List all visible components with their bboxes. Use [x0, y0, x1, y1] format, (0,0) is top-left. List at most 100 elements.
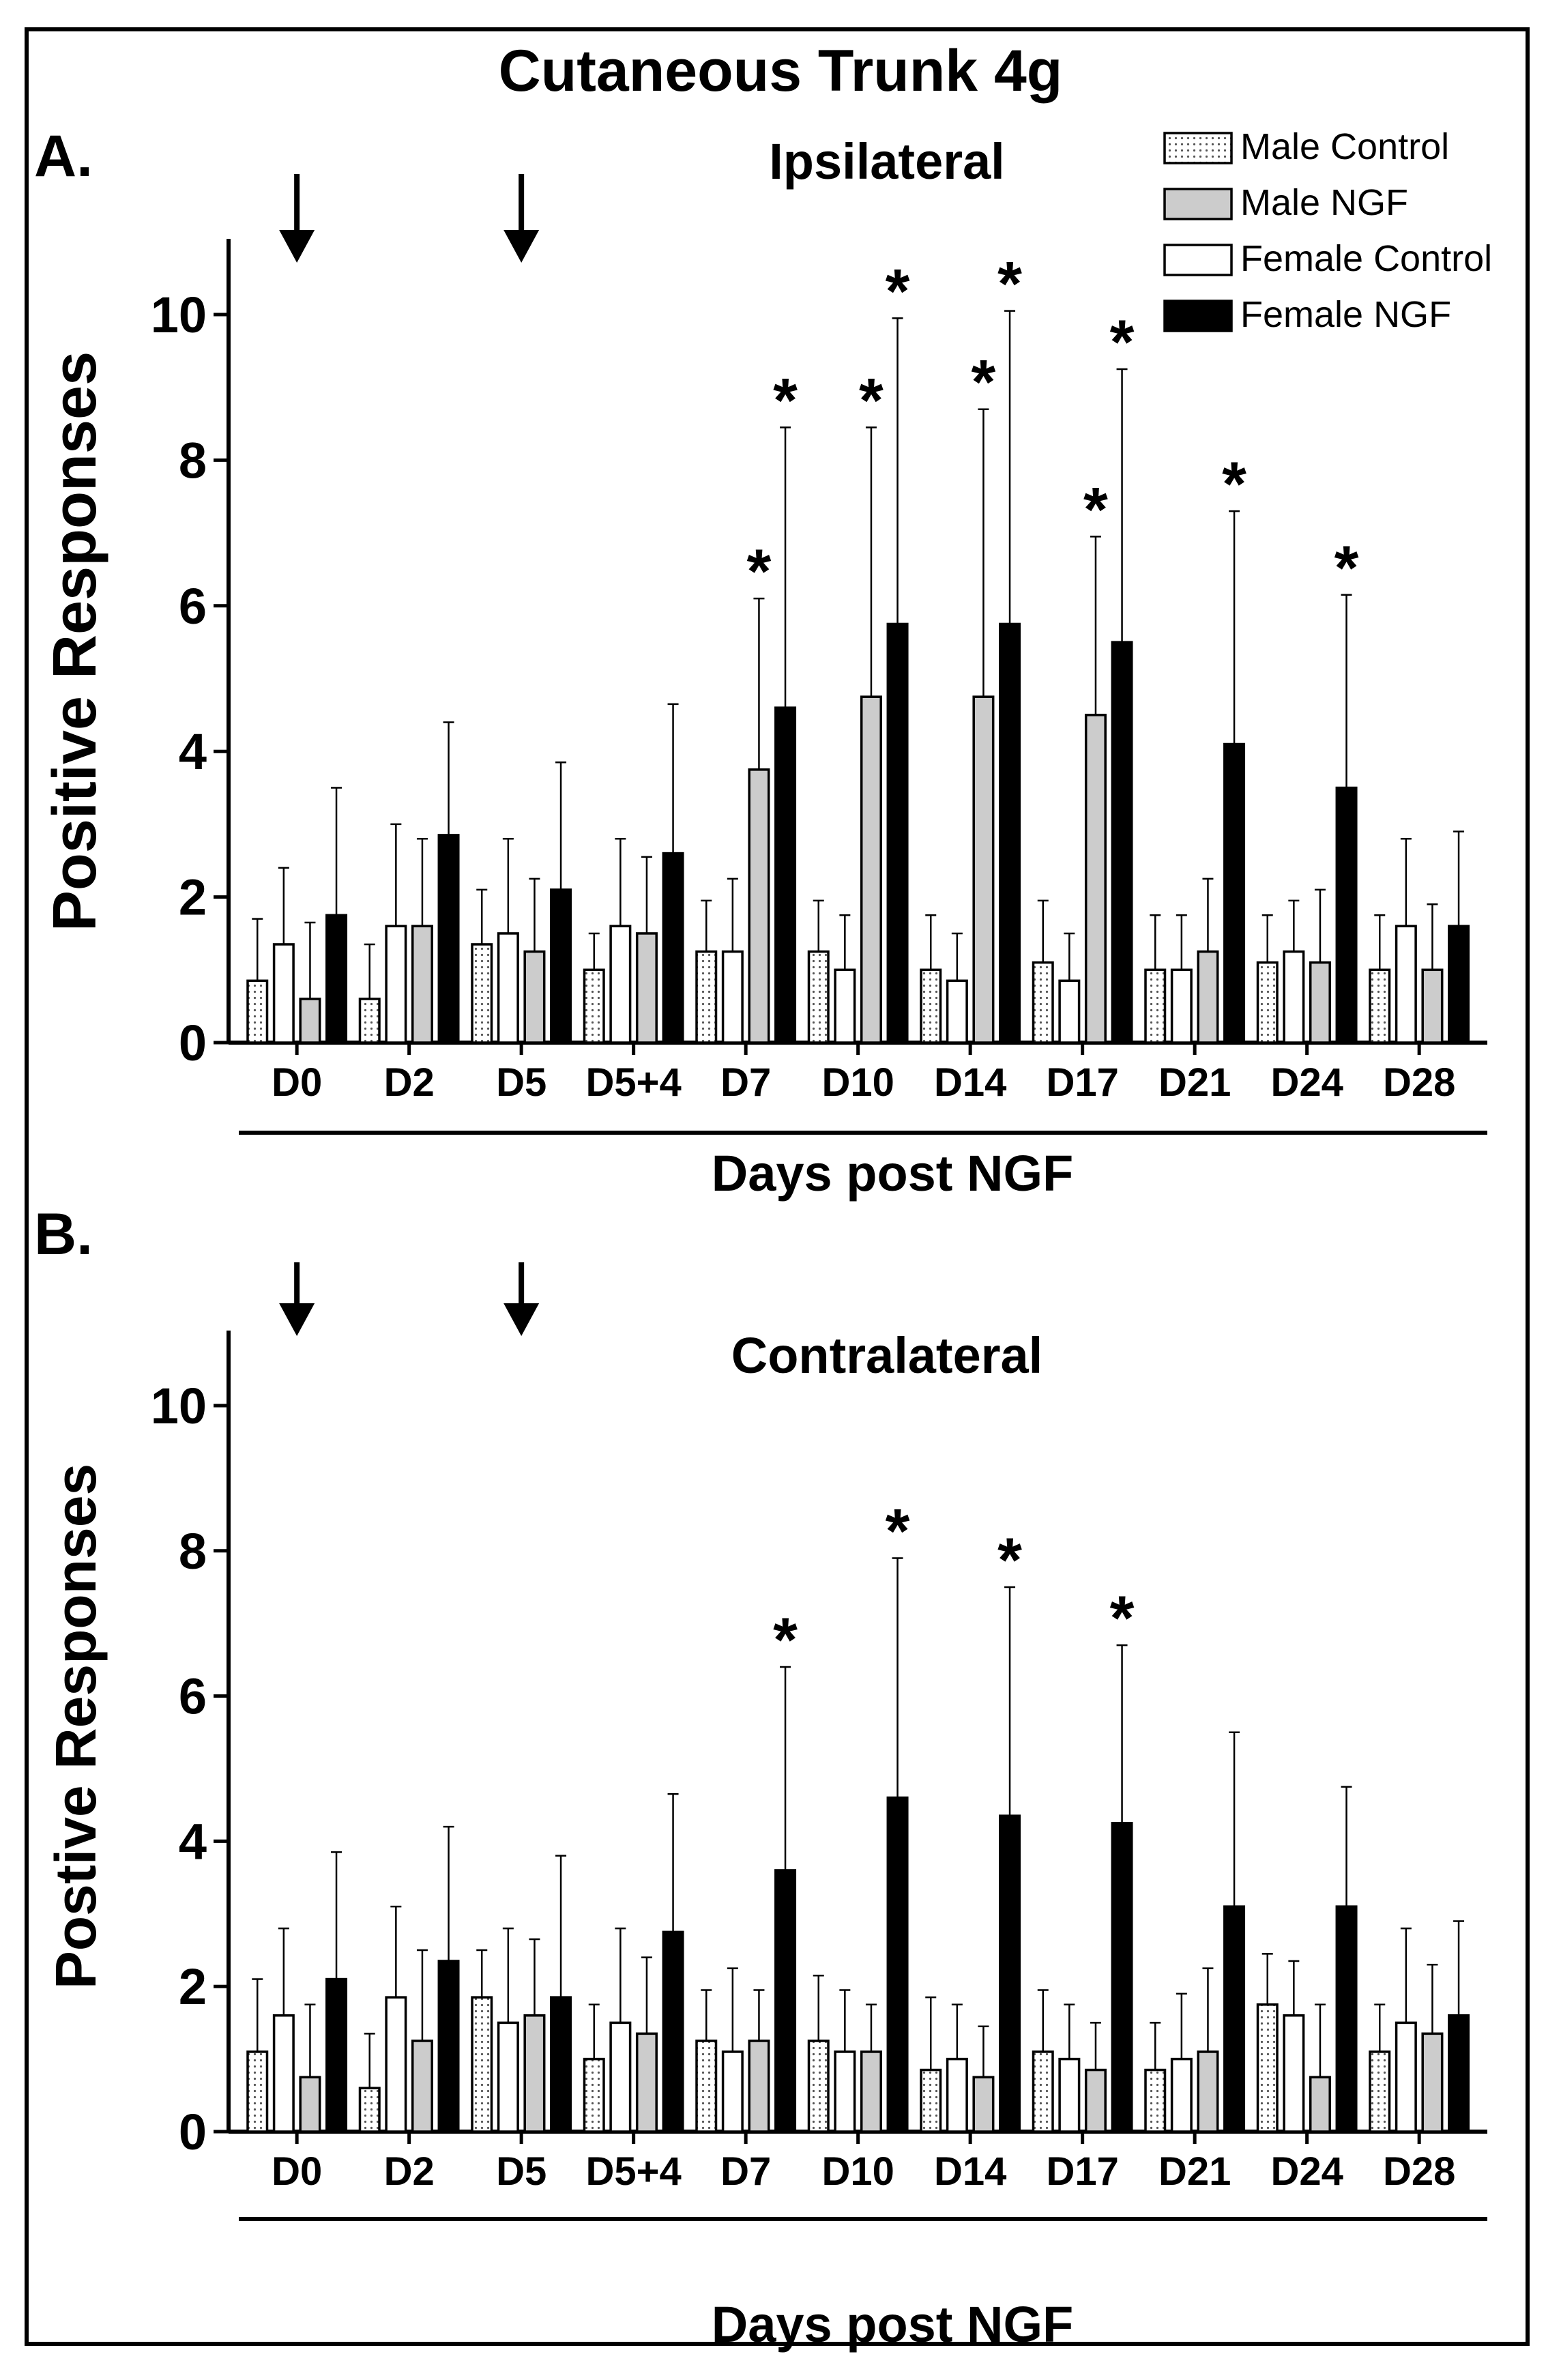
bar-ipsi-male-ngf-d5-4: [635, 932, 658, 1044]
bar-ipsi-female-control-d28: [1395, 925, 1417, 1044]
y-tick-label-ipsi-10: 10: [151, 287, 207, 343]
bar-ipsi-female-control-d5: [497, 932, 519, 1044]
x-tick-label-ipsi-d28: D28: [1383, 1060, 1455, 1105]
bar-ipsi-male-control-d28: [1369, 968, 1391, 1044]
bar-ipsi-female-ngf-d7: [774, 706, 797, 1044]
bar-contra-male-ngf-d5: [523, 2014, 546, 2133]
bar-contra-female-control-d5: [497, 2021, 519, 2133]
bar-ipsi-male-control-d7: [695, 950, 718, 1044]
x-axis-label-contra: Days post NGF: [712, 2296, 1073, 2353]
y-tick-label-ipsi-0: 0: [179, 1015, 207, 1071]
bar-contra-male-ngf-d5-4: [635, 2032, 658, 2133]
y-axis-label-contra: Postive Responses: [44, 1464, 108, 1989]
bar-ipsi-female-control-d17: [1058, 979, 1081, 1044]
y-tick-label-ipsi-6: 6: [179, 578, 207, 635]
bar-ipsi-female-ngf-d10: [886, 622, 909, 1044]
bar-ipsi-male-ngf-d10: [860, 695, 882, 1044]
x-tick-label-contra-d7: D7: [720, 2149, 771, 2194]
bar-ipsi-male-control-d5-4: [583, 968, 605, 1044]
bar-contra-female-ngf-d5: [550, 1996, 572, 2133]
bar-ipsi-female-ngf-d14: [999, 622, 1021, 1044]
bar-ipsi-female-control-d10: [834, 968, 856, 1044]
bar-ipsi-female-ngf-d2: [437, 834, 460, 1044]
legend-swatch-male-control: [1163, 132, 1233, 164]
bar-contra-female-control-d2: [385, 1996, 407, 2133]
x-tick-label-ipsi-d24: D24: [1270, 1060, 1343, 1105]
x-tick-label-ipsi-d2: D2: [384, 1060, 435, 1105]
bar-ipsi-male-ngf-d0: [299, 998, 321, 1044]
legend-label-female-ngf: Female NGF: [1240, 294, 1451, 335]
bar-contra-male-ngf-d24: [1309, 2076, 1331, 2133]
y-tick-label-contra-2: 2: [179, 1958, 207, 2015]
x-tick-label-ipsi-d14: D14: [934, 1060, 1006, 1105]
y-axis-label-ipsi: Positive Responses: [41, 351, 109, 931]
significance-star-ipsi-male-ngf-d14: *: [972, 348, 996, 418]
bar-ipsi-female-control-d7: [721, 950, 744, 1044]
significance-star-ipsi-female-ngf-d24: *: [1334, 534, 1359, 603]
bar-contra-male-control-d14: [920, 2068, 942, 2133]
chart-title-ipsi: Ipsilateral: [769, 133, 1005, 190]
arrow-down-icon-contra-d5: [504, 1303, 540, 1336]
bar-ipsi-female-control-d0: [272, 943, 295, 1044]
x-tick-label-contra-d10: D10: [821, 2149, 894, 2194]
bar-ipsi-male-control-d17: [1032, 961, 1054, 1044]
y-tick-label-ipsi-4: 4: [179, 723, 207, 780]
x-tick-label-contra-d17: D17: [1046, 2149, 1118, 2194]
x-tick-label-ipsi-d5-4: D5+4: [586, 1060, 682, 1105]
arrow-down-icon-ipsi-d0: [279, 230, 315, 263]
bar-ipsi-male-control-d5: [471, 943, 493, 1044]
arrow-down-icon-ipsi-d5: [504, 230, 540, 263]
bar-ipsi-male-ngf-d28: [1421, 968, 1444, 1044]
legend-label-male-ngf: Male NGF: [1240, 182, 1408, 223]
bar-contra-female-control-d14: [946, 2057, 968, 2133]
significance-star-ipsi-male-ngf-d7: *: [747, 537, 772, 607]
x-tick-label-ipsi-d5: D5: [496, 1060, 546, 1105]
figure-frame: [25, 27, 1530, 2346]
significance-star-ipsi-female-ngf-d17: *: [1110, 308, 1135, 377]
significance-star-ipsi-female-ngf-d21: *: [1222, 450, 1246, 519]
x-tick-label-contra-d14: D14: [934, 2149, 1006, 2194]
bar-ipsi-male-control-d2: [358, 998, 381, 1044]
bar-ipsi-female-ngf-d21: [1223, 742, 1246, 1044]
bar-contra-female-ngf-d17: [1111, 1822, 1133, 2133]
significance-star-contra-female-ngf-d17: *: [1110, 1584, 1135, 1653]
bar-contra-female-ngf-d7: [774, 1869, 797, 2133]
bar-contra-male-ngf-d0: [299, 2076, 321, 2133]
bar-contra-male-ngf-d2: [411, 2040, 433, 2133]
bar-contra-male-ngf-d7: [748, 2040, 770, 2133]
bar-contra-female-ngf-d10: [886, 1796, 909, 2133]
significance-star-contra-female-ngf-d7: *: [773, 1606, 798, 1675]
bar-ipsi-female-ngf-d5: [550, 888, 572, 1044]
bar-contra-male-ngf-d21: [1197, 2050, 1219, 2133]
bar-contra-male-control-d7: [695, 2040, 718, 2133]
legend-label-female-control: Female Control: [1240, 238, 1492, 279]
bar-ipsi-female-ngf-d0: [325, 914, 348, 1044]
x-tick-label-ipsi-d7: D7: [720, 1060, 771, 1105]
bar-ipsi-female-control-d14: [946, 979, 968, 1044]
bar-contra-male-control-d24: [1256, 2003, 1279, 2133]
bar-contra-male-ngf-d17: [1084, 2068, 1107, 2133]
bar-ipsi-male-ngf-d17: [1084, 714, 1107, 1044]
bar-ipsi-female-ngf-d28: [1448, 925, 1470, 1044]
bar-ipsi-male-ngf-d14: [972, 695, 995, 1044]
bar-contra-female-ngf-d0: [325, 1977, 348, 2133]
bar-ipsi-male-ngf-d24: [1309, 961, 1331, 1044]
bar-ipsi-male-control-d21: [1144, 968, 1167, 1044]
bar-contra-female-control-d17: [1058, 2057, 1081, 2133]
bar-contra-male-ngf-d14: [972, 2076, 995, 2133]
chart-title-contra: Contralateral: [731, 1327, 1042, 1384]
significance-star-contra-female-ngf-d14: *: [997, 1526, 1022, 1595]
bar-ipsi-male-ngf-d7: [748, 768, 770, 1044]
significance-star-ipsi-female-ngf-d14: *: [997, 250, 1022, 319]
x-tick-label-contra-d5: D5: [496, 2149, 546, 2194]
bar-contra-female-ngf-d5-4: [662, 1930, 684, 2133]
bar-contra-male-control-d0: [246, 2050, 269, 2133]
bar-ipsi-female-control-d5-4: [609, 925, 632, 1044]
significance-star-ipsi-female-ngf-d10: *: [886, 257, 910, 326]
bar-contra-male-control-d5-4: [583, 2057, 605, 2133]
x-tick-label-ipsi-d21: D21: [1158, 1060, 1231, 1105]
significance-star-ipsi-male-ngf-d17: *: [1083, 475, 1108, 545]
bar-contra-female-ngf-d21: [1223, 1905, 1246, 2133]
bar-contra-female-ngf-d28: [1448, 2014, 1470, 2133]
bar-contra-male-control-d21: [1144, 2068, 1167, 2133]
